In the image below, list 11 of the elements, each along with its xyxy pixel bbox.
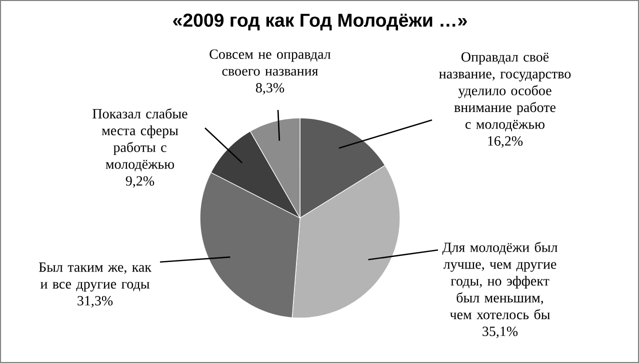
data-label: 31,3% xyxy=(78,296,113,308)
data-label: 8,3% xyxy=(256,83,284,95)
slice-label: Был таким же, как и все другие годы xyxy=(38,262,152,292)
data-label: 9,2% xyxy=(126,176,154,188)
slice-label: Показал слабые места сферы работы с молодёжью xyxy=(92,108,188,172)
slice-label: Совсем не оправдал своего названия xyxy=(210,49,331,76)
chart-title: «2009 год как Год Молодёжи …» xyxy=(173,14,467,30)
data-label: 35,1% xyxy=(482,326,518,338)
slice-label: Для молодёжи был лучше, чем другие годы, но эффект был меньшим, чем хотелось бы xyxy=(442,242,558,320)
slice-label: Оправдал своё название, государство уделило особое внимание работе с молодёжью xyxy=(439,52,571,132)
data-label: 16,2% xyxy=(488,136,523,148)
